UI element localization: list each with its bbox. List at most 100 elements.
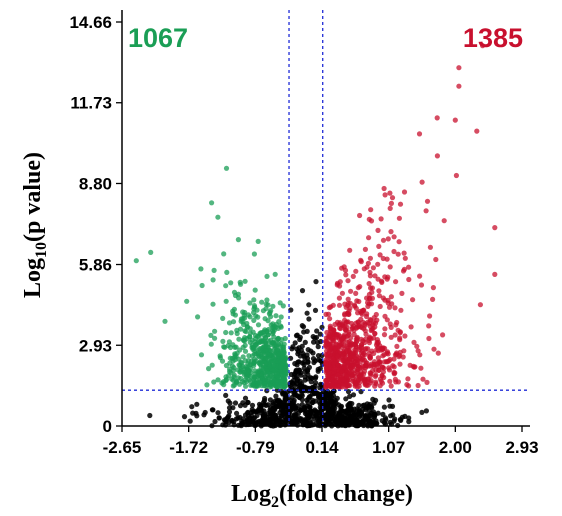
data-point-not-significant [294, 362, 300, 368]
data-point-not-significant [319, 324, 325, 330]
data-point-up [387, 378, 393, 384]
data-point-not-significant [273, 393, 279, 399]
data-point-up [419, 179, 425, 185]
data-point-up [393, 322, 399, 328]
data-point-up [375, 355, 381, 361]
data-point-up [388, 229, 394, 235]
y-tick-label: 14.66 [69, 13, 112, 32]
data-point-down [269, 378, 275, 384]
data-point-not-significant [232, 400, 239, 406]
data-point-up [452, 117, 458, 123]
data-point-up [330, 356, 336, 362]
data-point-up [369, 348, 375, 354]
data-point-up [360, 319, 366, 325]
data-point-up [353, 353, 359, 359]
data-point-down [250, 345, 256, 351]
data-point-up [426, 323, 432, 329]
data-point-down [244, 320, 250, 327]
x-tick-label: 0.14 [305, 438, 339, 457]
data-point-up [410, 363, 416, 369]
data-point-down [257, 331, 263, 337]
data-point-up [329, 329, 335, 335]
data-point-not-significant [380, 411, 386, 417]
data-point-down [209, 362, 215, 368]
data-point-up [363, 313, 370, 320]
data-point-up [396, 239, 402, 245]
data-point-up [453, 172, 459, 179]
data-point-up [328, 344, 335, 350]
points-layer [133, 43, 498, 429]
data-point-not-significant [318, 338, 324, 345]
data-point-down [255, 351, 261, 357]
data-point-down [212, 335, 218, 341]
data-point-up [406, 276, 412, 283]
data-point-down [251, 363, 257, 369]
data-point-up [331, 360, 337, 367]
data-point-not-significant [306, 316, 312, 322]
data-point-up [367, 370, 373, 376]
data-point-down [247, 314, 253, 320]
data-point-down [278, 379, 284, 385]
data-point-down [261, 329, 267, 335]
data-point-up [339, 353, 345, 359]
data-point-not-significant [226, 405, 233, 411]
data-point-up [335, 353, 341, 359]
data-point-down [236, 362, 242, 368]
data-point-up [356, 383, 362, 389]
data-point-not-significant [372, 420, 378, 426]
data-point-not-significant [277, 410, 283, 416]
data-point-not-significant [312, 375, 318, 381]
data-point-down [275, 336, 281, 342]
data-point-up [330, 336, 336, 342]
data-point-up [417, 352, 423, 358]
data-point-down [278, 364, 284, 370]
data-point-up [350, 273, 356, 279]
data-point-not-significant [317, 394, 323, 400]
data-point-not-significant [233, 416, 239, 422]
data-point-down [162, 318, 168, 324]
data-point-not-significant [310, 413, 316, 419]
data-point-up [366, 291, 372, 298]
data-point-down [235, 237, 241, 243]
data-point-not-significant [345, 389, 352, 395]
data-point-up [324, 329, 330, 336]
data-point-not-significant [386, 397, 392, 403]
data-point-up [345, 333, 351, 339]
data-point-down [133, 258, 139, 264]
data-point-down [257, 379, 263, 385]
down-count-label: 1067 [128, 23, 188, 53]
data-point-not-significant [301, 329, 307, 335]
data-point-not-significant [326, 406, 332, 412]
data-point-up [372, 273, 378, 279]
data-point-up [391, 248, 397, 255]
data-point-up [400, 354, 406, 360]
data-point-up [335, 362, 341, 368]
data-point-up [346, 339, 352, 345]
data-point-up [387, 321, 393, 327]
data-point-down [251, 297, 257, 303]
data-point-up [341, 364, 347, 370]
data-point-not-significant [306, 364, 312, 370]
data-point-down [266, 326, 272, 333]
data-point-not-significant [212, 418, 218, 425]
data-point-down [241, 338, 248, 344]
data-point-down [271, 362, 277, 368]
data-point-up [358, 336, 364, 342]
data-point-down [283, 362, 289, 369]
data-point-up [400, 268, 407, 274]
data-point-not-significant [309, 387, 315, 393]
data-point-down [209, 200, 215, 206]
data-point-up [380, 347, 386, 353]
data-point-up [382, 326, 388, 332]
data-point-down [242, 328, 248, 334]
data-point-up [381, 332, 388, 338]
data-point-up [434, 115, 440, 121]
plot-area [122, 10, 530, 429]
data-point-not-significant [190, 410, 196, 416]
data-point-down [232, 352, 238, 358]
data-point-not-significant [315, 366, 321, 372]
data-point-not-significant [283, 396, 289, 402]
data-point-up [397, 201, 404, 207]
data-point-up [397, 361, 403, 367]
data-point-up [377, 303, 383, 310]
